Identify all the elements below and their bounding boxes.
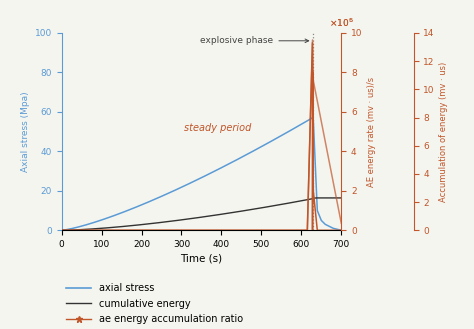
Text: steady period: steady period — [184, 123, 251, 133]
Text: explosive phase: explosive phase — [200, 36, 309, 45]
Legend: axial stress, cumulative energy, ae energy accumulation ratio: axial stress, cumulative energy, ae ener… — [66, 284, 243, 324]
Text: $\times$10$^6$: $\times$10$^6$ — [329, 16, 354, 29]
Y-axis label: AE energy rate (mv · us)/s: AE energy rate (mv · us)/s — [367, 77, 376, 187]
X-axis label: Time (s): Time (s) — [181, 253, 222, 263]
Y-axis label: Axial stress (Mpa): Axial stress (Mpa) — [21, 91, 30, 172]
Y-axis label: Accumulation of energy (mv · us): Accumulation of energy (mv · us) — [439, 62, 448, 202]
Text: $\times$10$^5$: $\times$10$^5$ — [329, 16, 354, 29]
